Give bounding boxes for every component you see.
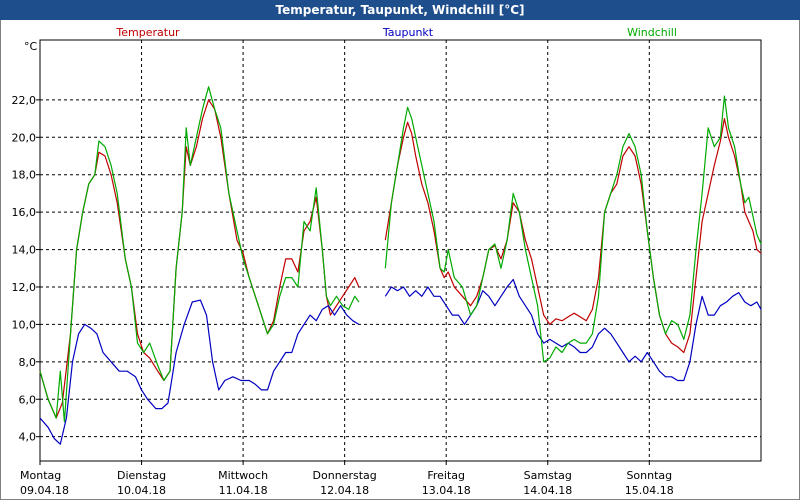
- axes-layer: [36, 39, 762, 465]
- x-tick-day: Sonntag: [626, 469, 672, 482]
- y-axis-unit: °C: [24, 40, 38, 53]
- series-line-temperatur: [384, 118, 762, 354]
- x-tick-date: 10.04.18: [117, 484, 166, 497]
- x-tick-day: Samstag: [524, 469, 572, 482]
- y-tick-label: 12,0: [12, 281, 37, 294]
- x-tick-date: 11.04.18: [219, 484, 268, 497]
- plot-border: [39, 39, 762, 462]
- x-tick-day: Montag: [20, 469, 61, 482]
- labels-layer: 4,0 6,0 8,0 10,0 12,0 14,0 16,0 18,0 20,0 22,0 Mon…: [12, 26, 677, 497]
- window-title: Temperatur, Taupunkt, Windchill [°C]: [0, 0, 800, 20]
- y-tick-label: 4,0: [19, 431, 37, 444]
- y-tick-label: 18,0: [12, 169, 37, 182]
- series-line-windchill: [384, 95, 762, 363]
- x-tick-date: 15.04.18: [625, 484, 674, 497]
- x-tick-date: 12.04.18: [320, 484, 369, 497]
- y-tick-label: 20,0: [12, 131, 37, 144]
- x-tick-date: 09.04.18: [20, 484, 69, 497]
- grid-layer: [40, 40, 761, 461]
- x-tick-day: Mittwoch: [218, 469, 268, 482]
- x-tick-day: Freitag: [427, 469, 465, 482]
- y-tick-label: 10,0: [12, 318, 37, 331]
- series-layer: [39, 86, 762, 445]
- x-tick-day: Dienstag: [117, 469, 166, 482]
- y-tick-label: 22,0: [12, 94, 37, 107]
- series-line-windchill: [39, 86, 360, 423]
- y-tick-label: 16,0: [12, 206, 37, 219]
- legend-entry-taupunkt: Taupunkt: [382, 26, 434, 39]
- plot-area: [40, 40, 761, 461]
- series-line-taupunkt: [384, 278, 762, 382]
- legend-entry-windchill: Windchill: [627, 26, 677, 39]
- x-tick-date: 14.04.18: [523, 484, 572, 497]
- legend-entry-temperatur: Temperatur: [115, 26, 180, 39]
- y-tick-label: 6,0: [19, 393, 37, 406]
- series-line-taupunkt: [39, 299, 360, 445]
- y-tick-label: 14,0: [12, 244, 37, 257]
- x-tick-day: Donnerstag: [313, 469, 377, 482]
- x-tick-date: 13.04.18: [422, 484, 471, 497]
- y-tick-label: 8,0: [19, 356, 37, 369]
